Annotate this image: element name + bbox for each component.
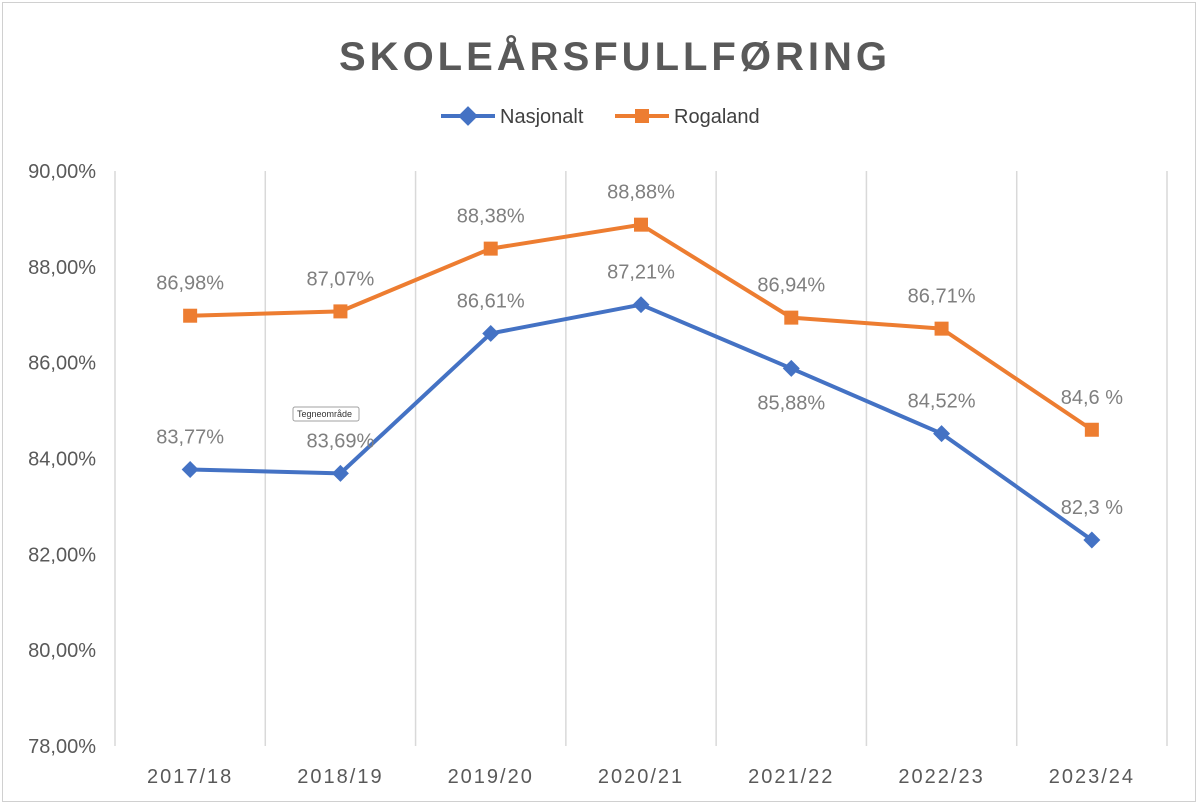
y-tick-label: 86,00% xyxy=(28,353,96,375)
data-point-rogaland[interactable] xyxy=(784,310,799,325)
x-tick-label: 2018/19 xyxy=(297,766,383,788)
y-axis: 78,00% 80,00% 82,00% 84,00% 86,00% 88,00% 90,0… xyxy=(28,161,96,758)
data-label-nasjonalt: 82,3 % xyxy=(1061,497,1123,519)
data-label-rogaland: 88,88% xyxy=(607,182,675,204)
x-tick-label: 2023/24 xyxy=(1049,766,1135,788)
data-point-rogaland[interactable] xyxy=(634,217,648,232)
line-chart: SKOLEÅRSFULLFØRING Nasjonalt Rogaland 78… xyxy=(28,34,1168,788)
data-label-nasjonalt: 83,69% xyxy=(307,430,375,452)
data-point-rogaland[interactable] xyxy=(333,304,348,319)
data-label-nasjonalt: 84,52% xyxy=(908,391,976,413)
data-point-nasjonalt[interactable] xyxy=(933,425,951,443)
data-label-rogaland: 86,98% xyxy=(156,273,224,295)
data-label-rogaland: 87,07% xyxy=(307,268,375,290)
data-point-nasjonalt[interactable] xyxy=(331,464,349,482)
data-label-nasjonalt: 83,77% xyxy=(156,427,224,449)
tooltip-text: Tegneområde xyxy=(297,409,352,419)
data-point-rogaland[interactable] xyxy=(483,241,498,256)
x-tick-label: 2020/21 xyxy=(598,766,684,788)
data-label-rogaland: 86,94% xyxy=(757,275,825,297)
data-point-rogaland[interactable] xyxy=(1084,422,1099,437)
data-label-nasjonalt: 87,21% xyxy=(607,262,675,284)
data-label-nasjonalt: 86,61% xyxy=(457,290,525,312)
y-tick-label: 84,00% xyxy=(28,449,96,471)
y-tick-label: 90,00% xyxy=(28,161,96,183)
y-tick-label: 78,00% xyxy=(28,736,96,758)
x-axis: 2017/18 2018/19 2019/20 2020/21 2021/22 2022/… xyxy=(147,766,1135,788)
tooltip: Tegneområde xyxy=(292,406,360,422)
data-label-rogaland: 86,71% xyxy=(908,286,976,308)
legend[interactable]: Nasjonalt Rogaland xyxy=(441,106,760,128)
data-point-nasjonalt[interactable] xyxy=(482,324,500,342)
data-label-nasjonalt: 85,88% xyxy=(757,392,825,414)
y-tick-label: 80,00% xyxy=(28,640,96,662)
plot-series[interactable] xyxy=(181,217,1101,549)
legend-label-nasjonalt: Nasjonalt xyxy=(500,106,584,128)
data-point-nasjonalt[interactable] xyxy=(181,461,199,479)
data-point-rogaland[interactable] xyxy=(183,308,198,323)
y-tick-label: 88,00% xyxy=(28,257,96,279)
x-tick-label: 2021/22 xyxy=(748,766,834,788)
data-label-rogaland: 88,38% xyxy=(457,206,525,228)
data-point-nasjonalt[interactable] xyxy=(1083,531,1101,549)
x-tick-label: 2019/20 xyxy=(448,766,534,788)
x-tick-label: 2017/18 xyxy=(147,766,233,788)
legend-item-nasjonalt[interactable]: Nasjonalt xyxy=(441,106,584,128)
legend-item-rogaland[interactable]: Rogaland xyxy=(615,106,760,128)
data-point-nasjonalt[interactable] xyxy=(782,359,800,377)
data-labels: 83,77% 83,69% 86,61% 87,21% 85,88% 84,52% 82,3… xyxy=(156,182,1123,519)
legend-label-rogaland: Rogaland xyxy=(674,106,760,128)
data-point-nasjonalt[interactable] xyxy=(632,296,650,314)
x-tick-label: 2022/23 xyxy=(898,766,984,788)
y-tick-label: 82,00% xyxy=(28,544,96,566)
data-point-rogaland[interactable] xyxy=(934,321,949,336)
gridlines xyxy=(114,171,1168,746)
data-label-rogaland: 84,6 % xyxy=(1061,387,1123,409)
chart-title: SKOLEÅRSFULLFØRING xyxy=(339,34,891,79)
